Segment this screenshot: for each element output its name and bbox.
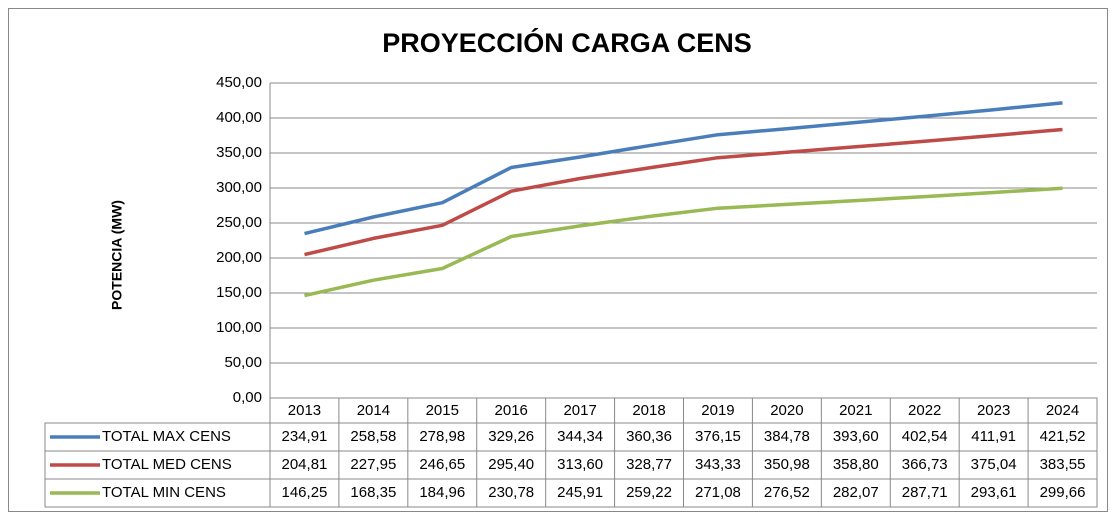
x-tick-label: 2022: [908, 402, 941, 419]
table-value: 393,60: [833, 428, 879, 445]
table-value: 295,40: [488, 456, 534, 473]
y-tick-label: 400,00: [216, 109, 262, 126]
x-tick-label: 2024: [1046, 402, 1079, 419]
table-value: 366,73: [902, 456, 948, 473]
table-value: 146,25: [282, 484, 328, 501]
table-value: 246,65: [419, 456, 465, 473]
table-value: 360,36: [626, 428, 672, 445]
y-tick-label: 350,00: [216, 144, 262, 161]
y-tick-label: 150,00: [216, 284, 262, 301]
legend-label: TOTAL MED CENS: [102, 456, 232, 473]
y-tick-label: 200,00: [216, 249, 262, 266]
table-value: 384,78: [764, 428, 810, 445]
y-tick-label: 0,00: [233, 389, 262, 406]
x-tick-label: 2016: [495, 402, 528, 419]
table-value: 245,91: [557, 484, 603, 501]
x-tick-label: 2013: [288, 402, 321, 419]
table-value: 276,52: [764, 484, 810, 501]
table-value: 328,77: [626, 456, 672, 473]
table-value: 376,15: [695, 428, 741, 445]
table-value: 421,52: [1040, 428, 1086, 445]
table-value: 234,91: [282, 428, 328, 445]
table-value: 383,55: [1040, 456, 1086, 473]
table-value: 375,04: [971, 456, 1017, 473]
table-value: 313,60: [557, 456, 603, 473]
y-tick-label: 250,00: [216, 214, 262, 231]
x-tick-label: 2018: [632, 402, 665, 419]
legend-label: TOTAL MIN CENS: [102, 484, 226, 501]
y-axis-label: POTENCIA (MW): [109, 200, 125, 310]
table-value: 402,54: [902, 428, 948, 445]
line-series: [304, 101, 1063, 236]
table-value: 278,98: [419, 428, 465, 445]
x-tick-label: 2023: [977, 402, 1010, 419]
table-value: 293,61: [971, 484, 1017, 501]
x-tick-label: 2014: [357, 402, 390, 419]
x-tick-label: 2021: [839, 402, 872, 419]
table-value: 168,35: [350, 484, 396, 501]
table-value: 227,95: [350, 456, 396, 473]
line-series: [304, 186, 1063, 298]
x-tick-label: 2017: [563, 402, 596, 419]
table-value: 271,08: [695, 484, 741, 501]
table-value: 329,26: [488, 428, 534, 445]
table-value: 230,78: [488, 484, 534, 501]
y-tick-label: 450,00: [216, 74, 262, 91]
table-value: 358,80: [833, 456, 879, 473]
legend-label: TOTAL MAX CENS: [102, 428, 231, 445]
y-tick-label: 100,00: [216, 319, 262, 336]
y-tick-label: 50,00: [224, 354, 262, 371]
x-tick-label: 2020: [770, 402, 803, 419]
x-tick-label: 2019: [701, 402, 734, 419]
table-value: 411,91: [971, 428, 1016, 445]
table-value: 259,22: [626, 484, 672, 501]
x-tick-label: 2015: [426, 402, 459, 419]
chart-border: [8, 8, 1108, 512]
table-value: 299,66: [1040, 484, 1086, 501]
table-value: 258,58: [350, 428, 396, 445]
table-value: 204,81: [282, 456, 328, 473]
line-series: [304, 127, 1063, 257]
table-value: 344,34: [557, 428, 603, 445]
chart-title: PROYECCIÓN CARGA CENS: [382, 27, 752, 58]
y-tick-label: 300,00: [216, 179, 262, 196]
table-value: 350,98: [764, 456, 810, 473]
table-value: 287,71: [902, 484, 948, 501]
table-value: 343,33: [695, 456, 741, 473]
table-value: 282,07: [833, 484, 879, 501]
table-value: 184,96: [419, 484, 465, 501]
